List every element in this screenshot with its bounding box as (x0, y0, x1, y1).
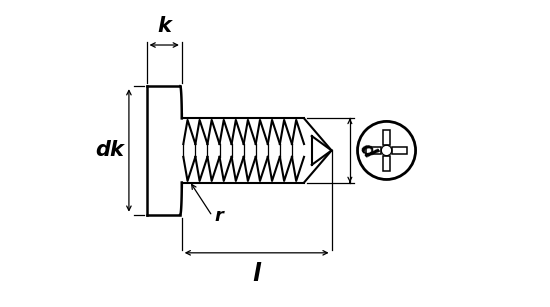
Bar (392, 147, 407, 154)
Text: r: r (215, 207, 224, 225)
Text: l: l (252, 262, 261, 286)
Text: d: d (355, 139, 379, 161)
Bar (383, 156, 390, 171)
Bar (366, 147, 381, 154)
Text: dk: dk (96, 140, 124, 161)
Bar (383, 130, 390, 145)
Text: k: k (157, 16, 171, 36)
